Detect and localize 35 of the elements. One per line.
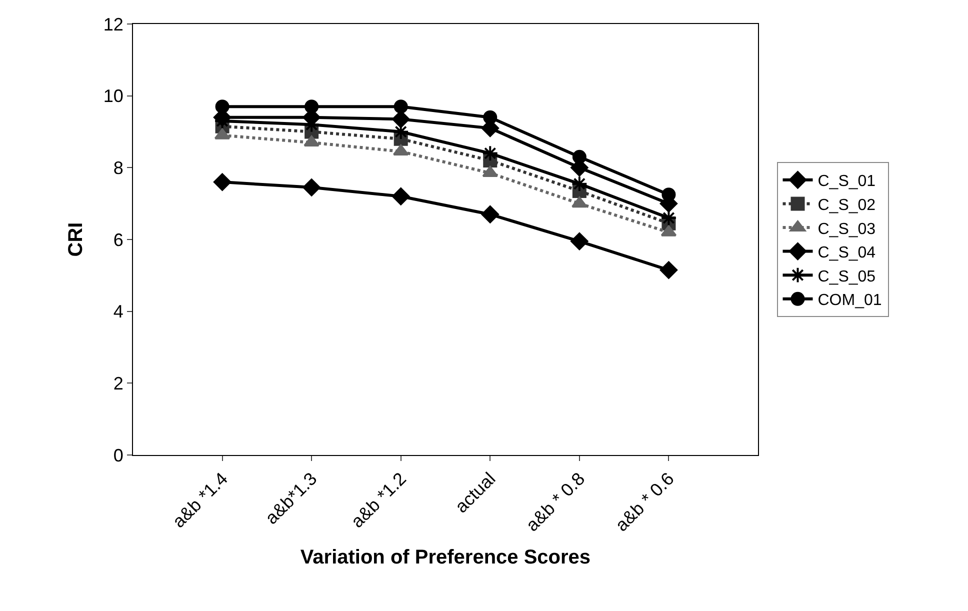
y-tick-label: 4 <box>113 302 124 322</box>
legend-label: COM_01 <box>818 292 882 310</box>
point <box>215 100 230 114</box>
legend-label: C_S_05 <box>818 268 876 286</box>
x-tick-label: a&b * 0.8 <box>522 468 589 536</box>
point <box>392 188 410 206</box>
point <box>660 210 677 226</box>
point <box>660 261 678 279</box>
point <box>481 206 499 224</box>
point <box>572 150 586 164</box>
point <box>213 173 232 191</box>
point <box>304 136 320 147</box>
legend-label: C_S_02 <box>818 196 876 214</box>
point <box>483 110 498 124</box>
legend-label: C_S_03 <box>818 220 876 238</box>
x-axis-title: Variation of Preference Scores <box>300 546 591 569</box>
x-tick-label: a&b *1.2 <box>347 468 410 532</box>
y-tick-label: 10 <box>103 86 124 106</box>
x-tick-label: a&b *1.4 <box>168 468 232 532</box>
legend-label: C_S_04 <box>818 244 876 262</box>
y-tick-label: 2 <box>113 373 124 394</box>
point <box>571 176 588 192</box>
y-tick-label: 0 <box>113 445 124 466</box>
point <box>482 145 498 162</box>
point <box>572 196 588 208</box>
y-tick-label: 6 <box>113 230 124 250</box>
point <box>302 178 320 196</box>
point <box>394 100 408 114</box>
x-tick-label: a&b * 0.6 <box>611 468 678 536</box>
y-tick-label: 12 <box>103 14 124 34</box>
point <box>304 100 319 114</box>
point <box>570 232 588 250</box>
y-axis-title: CRI <box>64 222 87 257</box>
legend-label: C_S_01 <box>818 173 876 190</box>
y-tick-label: 8 <box>113 158 124 178</box>
